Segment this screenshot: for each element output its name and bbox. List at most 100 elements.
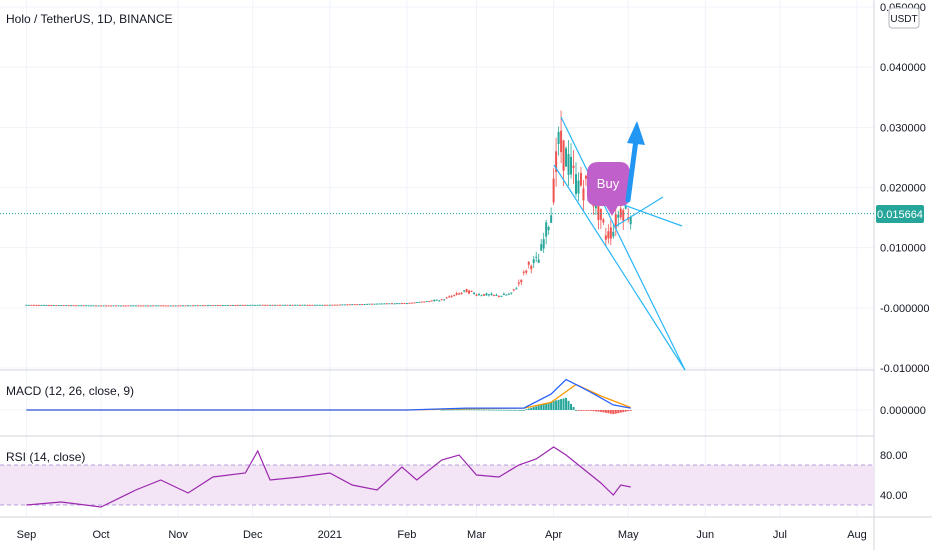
candle-body [169, 305, 172, 307]
macd-histogram-bar [555, 400, 558, 410]
candle-body [440, 299, 443, 301]
macd-histogram-bar [450, 409, 453, 411]
candle-body [485, 293, 488, 296]
candle-body [77, 305, 80, 307]
candle-body [497, 295, 500, 297]
candle-body [445, 297, 448, 299]
candle-body [604, 235, 607, 240]
candle-body [164, 305, 167, 307]
candle-body [201, 305, 204, 307]
candle-body [306, 304, 309, 306]
macd-histogram-bar [579, 410, 582, 411]
macd-histogram-bar [570, 403, 573, 410]
candle-body [582, 188, 585, 201]
macd-histogram-bar [478, 409, 481, 411]
candle-body [371, 303, 374, 305]
macd-histogram-bar [525, 409, 528, 411]
macd-histogram-bar [475, 409, 478, 411]
macd-histogram-bar [517, 409, 520, 411]
candle-body [512, 289, 515, 291]
candle-body [617, 214, 620, 218]
candle-body [279, 304, 282, 306]
candle-body [35, 304, 38, 306]
candle-body [321, 304, 324, 306]
candle-body [269, 304, 272, 306]
candle-body [386, 303, 389, 305]
candle-body [142, 305, 145, 307]
candle-body [542, 239, 545, 249]
candle-body [159, 305, 162, 307]
macd-histogram-bar [502, 409, 505, 411]
macd-histogram-bar [510, 409, 513, 411]
candle-body [435, 299, 438, 301]
rsi-line [26, 446, 631, 508]
candle-body [256, 304, 259, 306]
candle-body [316, 304, 319, 306]
candle-body [602, 219, 605, 223]
candle-body [97, 305, 100, 307]
macd-histogram-bar [622, 410, 625, 413]
macd-histogram-bar [565, 397, 568, 410]
candle-body [303, 304, 306, 306]
macd-histogram-bar [495, 409, 498, 411]
candle-body [460, 292, 463, 294]
macd-histogram-bar [619, 410, 622, 413]
candle-body [378, 303, 381, 305]
macd-histogram-bar [458, 409, 461, 411]
macd-histogram-bar [545, 403, 548, 410]
candle-body [95, 305, 98, 307]
time-tick-label: Oct [92, 529, 109, 541]
candle-body [572, 165, 575, 168]
candle-body [527, 261, 530, 265]
buy-callout[interactable]: Buy [587, 162, 630, 216]
candle-body [358, 304, 361, 306]
candle-body [363, 304, 366, 306]
candle-body [336, 304, 339, 306]
currency-button[interactable]: USDT [888, 7, 920, 29]
candle-body [286, 304, 289, 306]
candle-body [373, 303, 376, 305]
candle-body [545, 222, 548, 237]
candle-body [376, 303, 379, 305]
rsi-pane: 80.00 40.00 [26, 446, 908, 508]
macd-histogram-bar [490, 409, 493, 411]
candle-body [619, 208, 622, 218]
candle-body [105, 305, 108, 307]
candle-body [40, 304, 43, 306]
candle-body [547, 226, 550, 231]
candle-body [313, 304, 316, 306]
time-tick-label: Sep [17, 529, 37, 541]
candle-body [420, 301, 423, 303]
time-tick-label: Feb [397, 529, 416, 541]
candle-body [333, 304, 336, 306]
trendline-lower[interactable] [553, 164, 686, 371]
candle-body [289, 304, 292, 306]
rsi-title: RSI (14, close) [6, 450, 85, 464]
candle-body [338, 304, 341, 306]
macd-histogram-bar [482, 409, 485, 411]
candle-body [197, 305, 200, 307]
candle-body [366, 303, 369, 305]
candle-body [124, 305, 127, 307]
candle-body [609, 227, 612, 239]
candle-body [179, 305, 182, 307]
candle-body [90, 305, 93, 307]
candle-body [211, 305, 214, 307]
pennant-bottom[interactable] [615, 196, 664, 227]
macd-histogram-bar [562, 398, 565, 410]
macd-histogram-bar [470, 409, 473, 411]
candle-body [229, 304, 232, 306]
last-price-value: 0.015664 [877, 209, 923, 221]
candle-body [264, 304, 267, 306]
price-tick-label: 0.010000 [880, 243, 926, 255]
candle-body [132, 305, 135, 307]
candle-body [271, 304, 274, 306]
trendline-upper[interactable] [560, 116, 686, 371]
candle-body [438, 300, 441, 302]
candle-body [517, 282, 520, 284]
candle-body [393, 303, 396, 305]
candle-body [443, 299, 446, 301]
candle-body [87, 305, 90, 307]
candle-body [32, 304, 35, 306]
